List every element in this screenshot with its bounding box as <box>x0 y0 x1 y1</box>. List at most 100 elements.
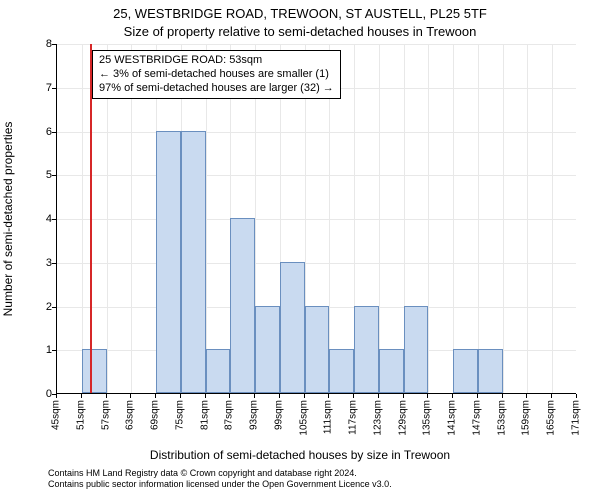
x-tick-label: 75sqm <box>174 400 185 430</box>
y-tick-label: 8 <box>38 38 52 50</box>
x-tick-label: 153sqm <box>496 400 507 436</box>
histogram-bar <box>280 262 305 393</box>
x-tick-label: 129sqm <box>397 400 408 436</box>
y-tick-mark <box>52 132 56 133</box>
x-tick-mark <box>180 394 181 398</box>
x-tick-mark <box>526 394 527 398</box>
y-tick-mark <box>52 219 56 220</box>
grid-line-v <box>379 44 380 393</box>
grid-line-v <box>478 44 479 393</box>
x-tick-mark <box>353 394 354 398</box>
y-tick-label: 3 <box>38 257 52 269</box>
grid-line-v <box>428 44 429 393</box>
x-tick-mark <box>229 394 230 398</box>
x-tick-label: 99sqm <box>273 400 284 430</box>
x-tick-label: 57sqm <box>100 400 111 430</box>
histogram-bar <box>379 349 404 393</box>
x-tick-mark <box>56 394 57 398</box>
histogram-bar <box>230 218 255 393</box>
x-tick-label: 81sqm <box>199 400 210 430</box>
annotation-box: 25 WESTBRIDGE ROAD: 53sqm ← 3% of semi-d… <box>92 50 341 99</box>
y-tick-mark <box>52 44 56 45</box>
grid-line-h <box>57 263 576 264</box>
grid-line-v <box>82 44 83 393</box>
x-tick-label: 51sqm <box>75 400 86 430</box>
grid-line-h <box>57 132 576 133</box>
y-tick-label: 7 <box>38 82 52 94</box>
y-tick-label: 2 <box>38 301 52 313</box>
histogram-bar <box>478 349 503 393</box>
histogram-bar <box>156 131 181 394</box>
y-tick-mark <box>52 350 56 351</box>
x-tick-mark <box>106 394 107 398</box>
x-tick-label: 171sqm <box>571 400 582 436</box>
y-tick-mark <box>52 88 56 89</box>
x-tick-mark <box>477 394 478 398</box>
annotation-line-1: 25 WESTBRIDGE ROAD: 53sqm <box>99 54 334 68</box>
x-tick-mark <box>403 394 404 398</box>
x-tick-mark <box>130 394 131 398</box>
histogram-bar <box>82 349 107 393</box>
x-tick-label: 123sqm <box>372 400 383 436</box>
x-tick-label: 69sqm <box>150 400 161 430</box>
x-tick-mark <box>452 394 453 398</box>
x-tick-label: 87sqm <box>224 400 235 430</box>
annotation-line-3: 97% of semi-detached houses are larger (… <box>99 82 334 96</box>
chart-container: 25, WESTBRIDGE ROAD, TREWOON, ST AUSTELL… <box>0 0 600 500</box>
x-tick-label: 165sqm <box>546 400 557 436</box>
x-tick-mark <box>378 394 379 398</box>
y-tick-label: 4 <box>38 213 52 225</box>
annotation-line-2: ← 3% of semi-detached houses are smaller… <box>99 68 334 82</box>
x-tick-mark <box>205 394 206 398</box>
y-axis-label: Number of semi-detached properties <box>1 122 15 317</box>
x-tick-mark <box>279 394 280 398</box>
y-tick-label: 6 <box>38 126 52 138</box>
x-tick-label: 135sqm <box>422 400 433 436</box>
histogram-bar <box>255 306 280 394</box>
x-tick-mark <box>576 394 577 398</box>
grid-line-v <box>527 44 528 393</box>
chart-title-main: 25, WESTBRIDGE ROAD, TREWOON, ST AUSTELL… <box>0 6 600 21</box>
x-tick-mark <box>304 394 305 398</box>
attribution: Contains HM Land Registry data © Crown c… <box>48 468 588 491</box>
y-tick-label: 5 <box>38 169 52 181</box>
x-tick-label: 105sqm <box>298 400 309 436</box>
y-tick-mark <box>52 307 56 308</box>
histogram-bar <box>354 306 379 394</box>
x-tick-label: 63sqm <box>125 400 136 430</box>
histogram-bar <box>404 306 429 394</box>
x-tick-label: 93sqm <box>249 400 260 430</box>
grid-line-h <box>57 175 576 176</box>
x-tick-mark <box>328 394 329 398</box>
grid-line-h <box>57 44 576 45</box>
x-tick-label: 111sqm <box>323 400 334 434</box>
x-tick-label: 117sqm <box>348 400 359 435</box>
x-tick-label: 147sqm <box>471 400 482 436</box>
chart-title-sub: Size of property relative to semi-detach… <box>0 24 600 39</box>
y-tick-mark <box>52 175 56 176</box>
histogram-bar <box>181 131 206 394</box>
y-tick-mark <box>52 263 56 264</box>
grid-line-v <box>552 44 553 393</box>
x-tick-mark <box>427 394 428 398</box>
x-tick-mark <box>551 394 552 398</box>
grid-line-h <box>57 219 576 220</box>
x-axis-label: Distribution of semi-detached houses by … <box>0 448 600 462</box>
x-tick-mark <box>81 394 82 398</box>
grid-line-v <box>503 44 504 393</box>
x-tick-mark <box>155 394 156 398</box>
histogram-bar <box>453 349 478 393</box>
x-tick-label: 45sqm <box>51 400 62 430</box>
x-tick-label: 159sqm <box>521 400 532 436</box>
y-tick-label: 0 <box>38 388 52 400</box>
attribution-line-1: Contains HM Land Registry data © Crown c… <box>48 468 588 479</box>
x-tick-label: 141sqm <box>447 400 458 436</box>
y-tick-label: 1 <box>38 344 52 356</box>
attribution-line-2: Contains public sector information licen… <box>48 479 588 490</box>
histogram-bar <box>305 306 330 394</box>
histogram-bar <box>329 349 354 393</box>
grid-line-v <box>453 44 454 393</box>
histogram-bar <box>206 349 231 393</box>
x-tick-mark <box>254 394 255 398</box>
x-tick-mark <box>502 394 503 398</box>
